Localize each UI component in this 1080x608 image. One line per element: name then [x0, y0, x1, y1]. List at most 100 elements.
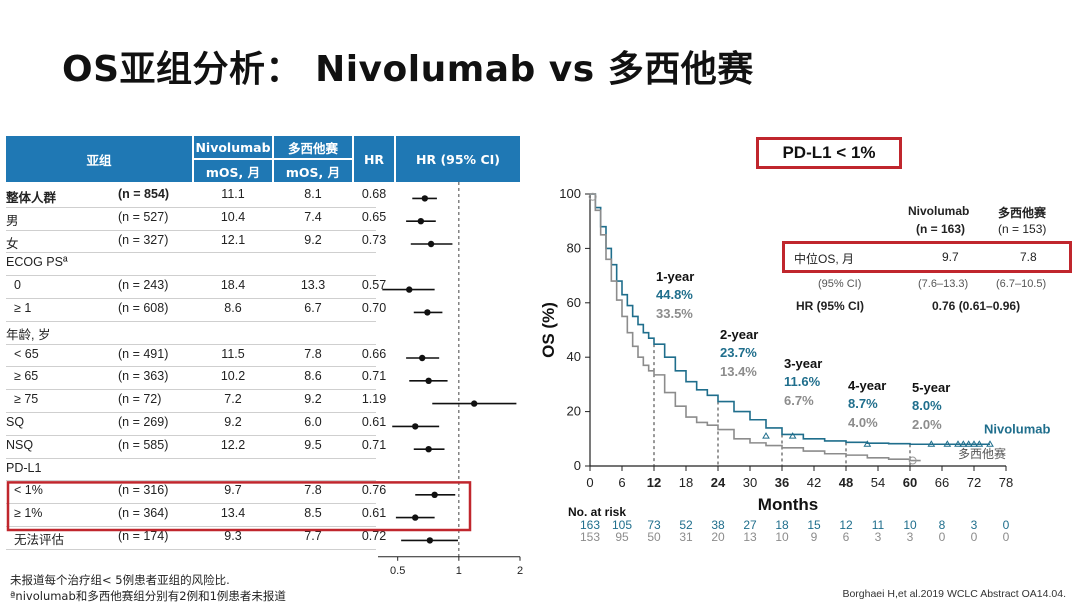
row-n: (n = 72)	[118, 392, 162, 407]
row-doce-mos: 7.4	[304, 209, 322, 224]
at-risk-nivo: 27	[743, 518, 757, 532]
km-y-axis-label: OS (%)	[539, 302, 558, 358]
median-os-highlight-box	[782, 241, 1072, 273]
row-label: PD-L1	[6, 460, 42, 475]
row-label: < 1%	[14, 483, 43, 498]
row-doce-mos: 6.7	[304, 301, 322, 315]
row-doce-mos: 8.1	[304, 187, 322, 201]
citation: Borghaei H,et al.2019 WCLC Abstract OA14…	[842, 588, 1066, 600]
landmark-nivo-value: 8.0%	[912, 398, 942, 413]
forest-plot-svg: 0.512NIVO化疗	[6, 182, 523, 576]
row-label: 年龄, 岁	[6, 327, 51, 342]
landmark-doce-value: 33.5%	[656, 306, 693, 321]
row-doce-mos: 13.3	[300, 278, 326, 293]
summary-col-nivo: Nivolumab	[908, 204, 970, 218]
hr-point	[421, 195, 429, 202]
row-nivo-mos: 11.1	[221, 187, 245, 201]
row-n: (n = 854)	[118, 187, 170, 201]
row-nivo-mos: 9.3	[224, 529, 242, 543]
at-risk-nivo: 12	[839, 518, 853, 532]
row-n: (n = 243)	[118, 278, 169, 293]
km-x-tick-label: 36	[775, 475, 789, 490]
summary-ci-doce: (6.7–10.5)	[996, 278, 1047, 290]
hr-point	[412, 423, 419, 430]
row-divider	[6, 206, 376, 208]
slide-title: OS亚组分析： Nivolumab vs 多西他赛	[62, 49, 754, 90]
at-risk-nivo: 8	[939, 518, 946, 532]
row-divider	[6, 457, 376, 459]
row-hr: 0.68	[361, 187, 387, 201]
km-x-tick-label: 60	[903, 475, 917, 490]
row-nivo-mos: 10.2	[220, 369, 246, 384]
km-y-tick-label: 100	[559, 186, 581, 201]
row-divider	[6, 548, 376, 550]
hr-point	[470, 400, 478, 407]
summary-hr-label: HR (95% CI)	[796, 299, 865, 313]
censor-mark	[788, 432, 797, 439]
row-doce-mos: 8.5	[304, 506, 322, 521]
hr-point	[425, 377, 432, 384]
row-n: (n = 363)	[118, 369, 169, 384]
row-divider	[6, 503, 376, 505]
at-risk-label: No. at risk	[568, 505, 626, 519]
row-hr: 0.65	[361, 209, 387, 224]
row-label: ≥ 1%	[14, 506, 43, 521]
row-divider	[6, 434, 376, 436]
row-divider	[6, 275, 376, 277]
row-nivo-mos: 9.2	[224, 415, 242, 429]
at-risk-doce: 0	[971, 530, 978, 544]
hr-point	[406, 286, 413, 293]
row-label: < 65	[14, 346, 39, 361]
summary-ci-nivo: (7.6–13.3)	[918, 278, 969, 290]
summary-hr-value: 0.76 (0.61–0.96)	[932, 299, 1021, 313]
summary-col-nivo-n: (n = 163)	[916, 222, 966, 236]
row-nivo-mos: 9.7	[224, 483, 242, 498]
row-doce-mos: 9.5	[304, 437, 322, 452]
at-risk-doce: 153	[580, 530, 600, 544]
row-hr: 0.70	[361, 301, 387, 315]
at-risk-doce: 0	[939, 530, 946, 544]
row-divider	[6, 343, 376, 345]
row-divider	[6, 412, 376, 413]
landmark-label: 3-year	[784, 356, 822, 371]
row-hr: 0.71	[361, 437, 387, 452]
censor-mark	[975, 440, 984, 447]
row-label: 整体人群	[6, 191, 57, 205]
hr-point	[426, 537, 434, 544]
row-doce-mos: 9.2	[304, 232, 322, 247]
km-x-tick-label: 66	[935, 475, 949, 490]
censor-mark	[943, 440, 952, 447]
hr-point	[412, 514, 419, 521]
row-doce-mos: 9.2	[304, 392, 322, 407]
header-hr: HR	[354, 136, 394, 182]
row-divider	[6, 480, 376, 482]
hr-point	[424, 309, 431, 316]
at-risk-nivo: 18	[775, 518, 789, 532]
landmark-label: 4-year	[848, 378, 886, 393]
km-x-tick-label: 54	[871, 475, 885, 490]
row-nivo-mos: 8.6	[224, 301, 242, 315]
at-risk-nivo: 0	[1003, 518, 1010, 532]
row-divider	[6, 320, 376, 322]
at-risk-nivo: 15	[807, 518, 821, 532]
km-y-tick-label: 40	[567, 349, 581, 364]
row-label: NSQ	[6, 437, 34, 452]
summary-median-doce: 7.8	[1020, 250, 1037, 264]
summary-median-nivo: 9.7	[942, 250, 959, 264]
km-x-tick-label: 30	[743, 475, 757, 490]
row-n: (n = 174)	[118, 529, 169, 543]
row-hr: 0.71	[361, 369, 387, 384]
row-nivo-mos: 12.1	[220, 232, 246, 247]
row-label: 男	[6, 213, 19, 228]
censor-mark	[762, 432, 770, 439]
at-risk-nivo: 52	[679, 518, 693, 532]
row-nivo-mos: 13.4	[220, 506, 246, 521]
row-n: (n = 585)	[118, 437, 169, 452]
km-y-tick-label: 0	[574, 458, 581, 473]
row-label: ≥ 75	[14, 392, 39, 407]
censor-mark	[863, 440, 872, 447]
row-divider	[6, 298, 376, 299]
hr-point	[431, 491, 438, 498]
censor-mark	[986, 440, 994, 447]
